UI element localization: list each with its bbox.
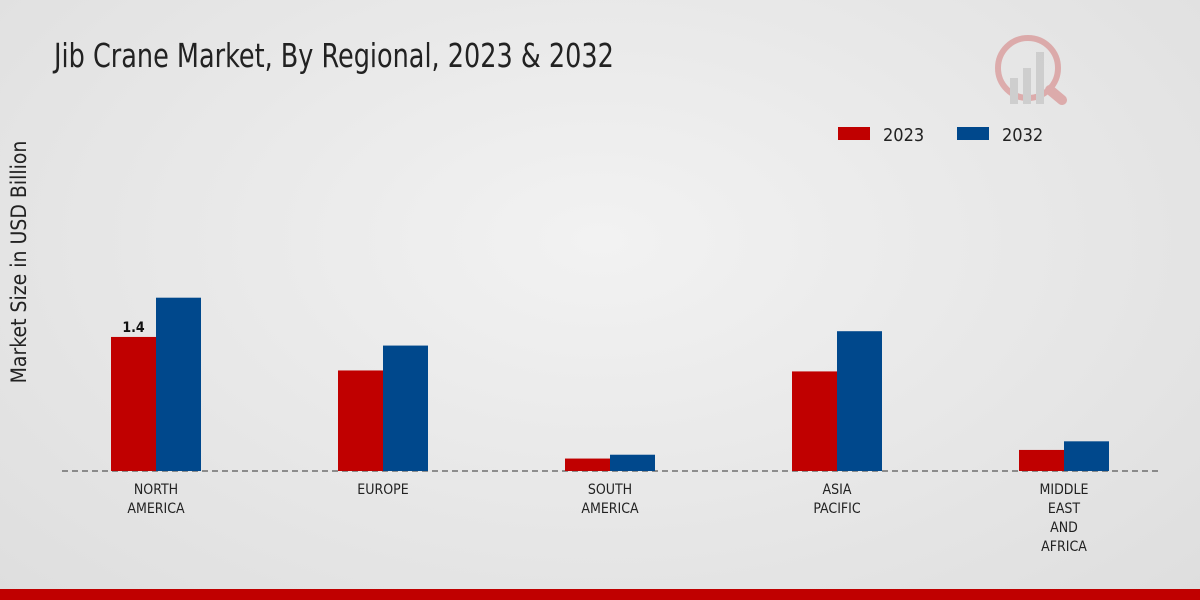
x-tick-label-line: EAST [1048,501,1081,517]
legend-swatch-2023 [838,127,870,140]
x-tick-label: MIDDLE EAST AND AFRICA [1040,482,1089,555]
data-label: 1.4 [122,320,145,336]
x-tick-label-line: AMERICA [127,501,185,517]
bar-2023-4 [1019,449,1064,471]
x-tick-label-line: AND [1050,520,1078,536]
x-tick-label-line: ASIA [823,482,852,498]
legend-label-2032: 2032 [1002,125,1043,146]
bar-2023-3 [792,371,837,471]
bar-2032-3 [837,331,882,471]
x-tick-label-line: AMERICA [581,501,639,517]
bar-2023-2 [565,458,610,471]
bar-2023-1 [338,370,383,471]
x-tick-label: EUROPE [357,482,408,498]
bar-2032-4 [1064,441,1109,471]
x-tick-label: ASIA PACIFIC [813,482,861,517]
x-tick-label: NORTH AMERICA [127,482,185,517]
watermark-logo [995,35,1067,105]
x-tick-label-line: NORTH [134,482,178,498]
x-tick-label-line: SOUTH [588,482,632,498]
legend-label-2023: 2023 [883,125,924,146]
x-tick-label-line: EUROPE [357,482,408,498]
legend-swatch-2032 [957,127,989,140]
x-tick-label: SOUTH AMERICA [581,482,639,517]
x-tick-label-line: PACIFIC [813,501,861,517]
chart-title: Jib Crane Market, By Regional, 2023 & 20… [54,36,614,75]
footer-bar [0,589,1200,600]
bar-2023-0 [111,336,156,471]
bar-2032-1 [383,345,428,471]
x-tick-label-line: MIDDLE [1040,482,1089,498]
bar-2032-0 [156,297,201,471]
x-tick-label-line: AFRICA [1041,539,1087,555]
bar-2032-2 [610,454,655,471]
